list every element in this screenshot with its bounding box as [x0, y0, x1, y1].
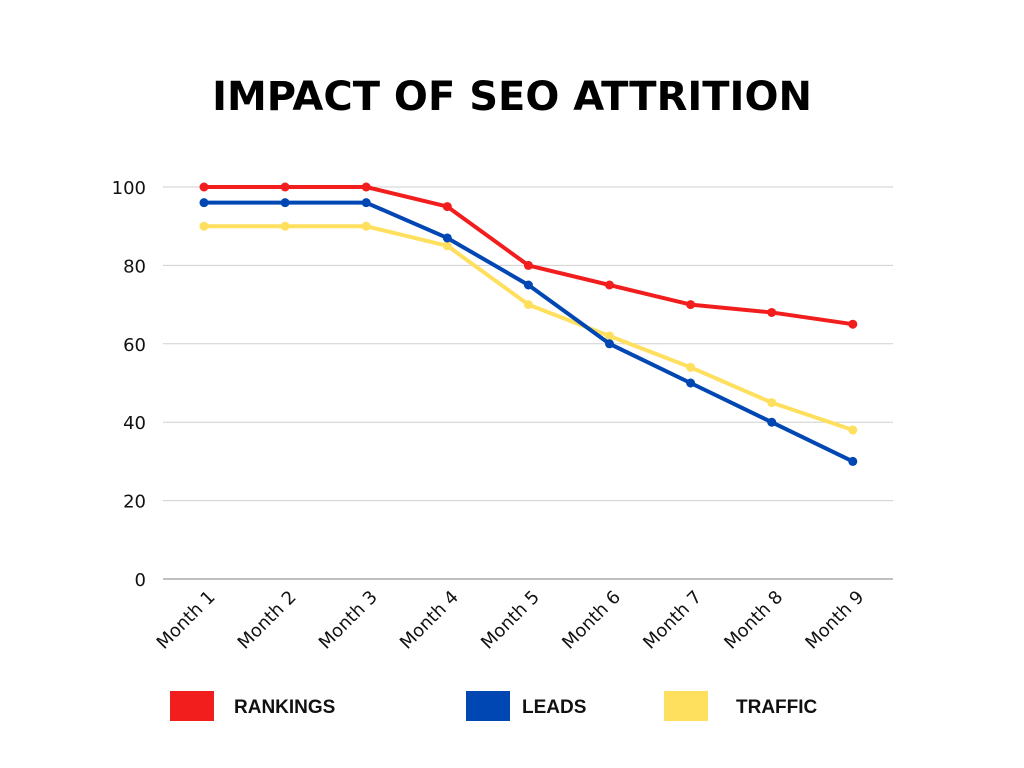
data-point-traffic — [199, 221, 209, 231]
y-tick-label: 80 — [123, 256, 146, 277]
x-tick-label: Month 2 — [234, 587, 301, 654]
y-tick-label: 20 — [123, 492, 146, 513]
data-point-traffic — [848, 425, 858, 435]
x-tick-label: Month 8 — [720, 587, 787, 654]
data-point-rankings — [199, 182, 209, 192]
legend-swatch — [170, 691, 214, 721]
data-point-rankings — [442, 202, 452, 212]
data-point-leads — [442, 233, 452, 243]
series-rankings — [199, 182, 858, 329]
data-point-rankings — [605, 280, 614, 290]
legend: RANKINGS LEADS TRAFFIC — [170, 691, 818, 721]
x-tick-label: Month 7 — [639, 587, 706, 654]
data-point-rankings — [767, 307, 777, 317]
data-point-leads — [605, 339, 614, 349]
data-point-traffic — [767, 398, 777, 408]
series-traffic — [199, 221, 858, 435]
series-leads — [199, 198, 858, 466]
legend-swatch — [466, 691, 510, 721]
grid — [163, 186, 893, 580]
data-point-leads — [523, 280, 533, 290]
legend-label: RANKINGS — [234, 697, 335, 718]
x-axis-ticks: Month 1 Month 2 Month 3 Month 4 Month 5 Month… — [153, 587, 869, 654]
data-point-rankings — [686, 300, 696, 310]
y-tick-label: 0 — [135, 570, 146, 591]
data-point-traffic — [523, 300, 533, 310]
x-tick-label: Month 1 — [153, 587, 220, 654]
data-point-leads — [848, 456, 858, 466]
data-point-leads — [199, 198, 209, 208]
legend-swatch — [664, 691, 708, 721]
data-point-leads — [280, 198, 290, 208]
y-tick-label: 40 — [123, 413, 146, 434]
x-tick-label: Month 6 — [558, 587, 625, 654]
data-point-traffic — [361, 221, 371, 231]
data-point-rankings — [848, 319, 858, 329]
legend-label: TRAFFIC — [736, 697, 818, 718]
data-point-traffic — [280, 221, 290, 231]
y-tick-label: 100 — [112, 178, 146, 199]
data-point-rankings — [361, 182, 371, 192]
series-lines — [199, 182, 858, 466]
data-point-traffic — [605, 331, 614, 341]
data-point-rankings — [280, 182, 290, 192]
chart-title: IMPACT OF SEO ATTRITION — [212, 74, 812, 120]
data-point-traffic — [686, 362, 696, 372]
legend-item-leads: LEADS — [466, 691, 586, 721]
legend-label: LEADS — [522, 697, 586, 718]
data-point-traffic — [442, 241, 452, 251]
data-point-leads — [686, 378, 696, 388]
y-tick-label: 60 — [123, 335, 146, 356]
x-tick-label: Month 5 — [477, 587, 544, 654]
x-tick-label: Month 9 — [801, 587, 868, 654]
data-point-leads — [361, 198, 371, 208]
data-point-leads — [767, 417, 777, 427]
x-tick-label: Month 4 — [396, 587, 463, 654]
data-point-rankings — [523, 260, 533, 270]
series-line-traffic — [202, 224, 855, 433]
x-tick-label: Month 3 — [315, 587, 382, 654]
legend-item-traffic: TRAFFIC — [664, 691, 818, 721]
legend-item-rankings: RANKINGS — [170, 691, 335, 721]
y-axis-ticks: 0 20 40 60 80 100 — [112, 178, 146, 591]
